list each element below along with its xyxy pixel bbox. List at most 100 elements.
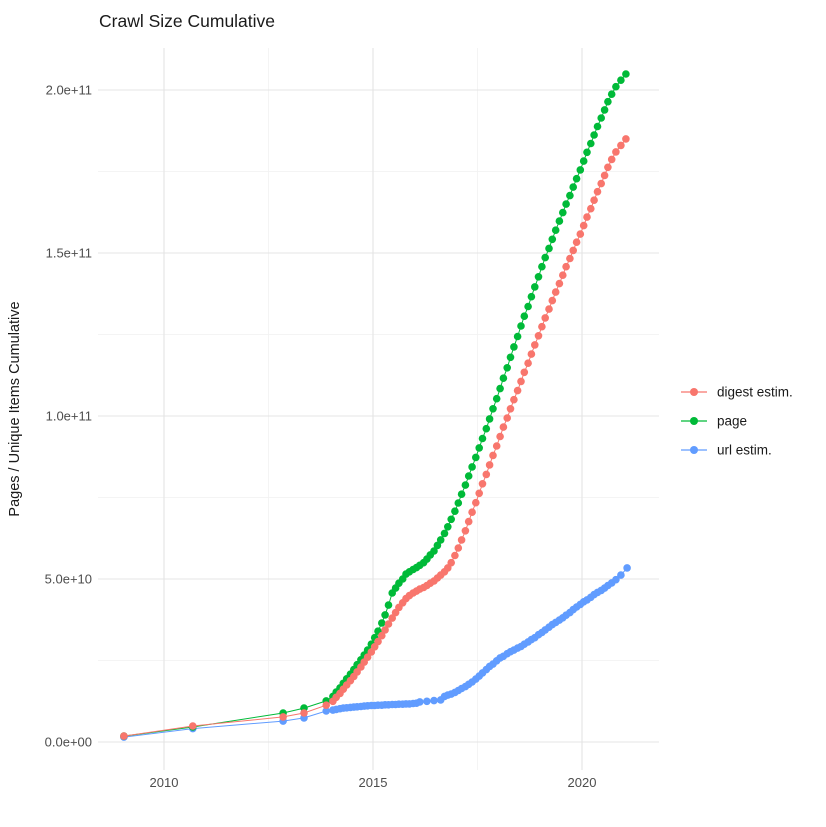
data-point-digest-estim [120,732,128,740]
data-point-page [572,174,581,183]
data-point-page [510,343,518,351]
data-point-page [444,523,452,531]
data-point-digest-estim [569,246,577,255]
data-point-digest-estim [464,517,473,526]
data-point-page [457,490,466,499]
data-point-page [576,166,585,174]
data-point-page [555,217,564,225]
data-point-page [604,97,612,106]
data-point-page [524,302,532,311]
legend-item-digest-estim: digest estim. [681,385,793,400]
data-point-page [472,453,480,462]
data-point-digest-estim [597,179,605,188]
data-point-url-estim [612,575,620,584]
data-point-page [527,292,536,301]
data-point-digest-estim [503,414,512,422]
legend-item-page: page [681,414,747,429]
data-point-page [579,157,588,165]
data-point-digest-estim [388,614,397,622]
data-point-page [464,472,473,480]
data-point-digest-estim [572,238,581,246]
data-point-page [607,90,616,98]
data-point-page [622,70,630,78]
data-point-page [440,529,449,538]
data-point-digest-estim [374,637,382,646]
data-point-page [485,415,494,423]
data-point-digest-estim [617,141,625,150]
series-page [120,70,630,740]
legend-label-url-estim: url estim. [717,443,772,458]
data-point-page [562,200,570,208]
data-point-digest-estim [468,508,476,516]
data-point-page [531,283,539,291]
data-point-digest-estim [384,620,393,628]
data-point-url-estim [322,707,331,715]
data-point-digest-estim [551,288,560,296]
y-tick-label: 5.0e+10 [45,572,92,587]
data-point-page [612,82,620,91]
legend: digest estim. page url estim. [681,385,793,458]
data-point-page [513,332,522,341]
data-point-digest-estim [562,262,570,271]
data-point-url-estim [430,696,438,705]
data-point-digest-estim [454,544,463,552]
data-point-digest-estim [583,213,591,221]
data-point-digest-estim [506,405,515,413]
data-point-page [482,424,491,433]
data-point-digest-estim [451,551,459,560]
data-point-digest-estim [524,359,532,368]
legend-key-dot-url-estim [690,446,698,454]
y-axis-tick-labels: 0.0e+00 5.0e+10 1.0e+11 1.5e+11 2.0e+11 [45,83,92,750]
data-point-page [492,394,501,403]
legend-label-digest-estim: digest estim. [717,385,793,400]
x-tick-label: 2020 [568,775,597,790]
data-point-digest-estim [517,377,525,386]
data-point-digest-estim [587,204,595,213]
data-point-digest-estim [527,350,536,358]
data-point-page [436,536,445,544]
gridlines-major [98,48,659,770]
data-point-page [496,384,504,393]
data-point-digest-estim [457,536,466,544]
data-point-page [468,463,476,471]
data-point-page [430,547,438,555]
data-point-page [517,322,525,330]
gridlines-minor [98,48,659,770]
data-point-digest-estim [531,341,539,349]
y-tick-label: 1.0e+11 [46,409,92,424]
data-point-digest-estim [485,461,494,469]
data-point-digest-estim [472,498,480,507]
legend-key-dot-page [690,417,698,425]
series-url-estim [120,564,631,741]
legend-label-page: page [717,414,747,429]
data-point-page [583,148,591,157]
data-point-digest-estim [510,395,518,404]
data-point-page [478,434,487,443]
data-point-digest-estim [189,722,197,730]
data-point-digest-estim [461,527,470,535]
data-point-digest-estim [604,163,612,172]
data-point-digest-estim [555,279,564,288]
data-point-page [475,444,484,452]
data-point-page [384,601,393,609]
data-point-page [569,183,577,191]
y-axis-title: Pages / Unique Items Cumulative [7,301,23,516]
data-point-digest-estim [499,423,508,431]
legend-item-url-estim: url estim. [681,443,772,458]
data-point-digest-estim [576,230,585,238]
data-point-digest-estim [381,626,389,634]
data-point-digest-estim [607,155,616,164]
data-point-digest-estim [520,368,529,377]
data-point-page [566,191,574,200]
data-point-page [381,611,389,619]
data-point-digest-estim [548,296,557,305]
data-point-digest-estim [300,709,308,717]
data-point-digest-estim [593,187,602,196]
x-tick-label: 2010 [150,775,179,790]
data-point-page [433,541,442,550]
data-point-digest-estim [534,332,543,340]
chart-title: Crawl Size Cumulative [99,11,275,31]
x-axis-tick-labels: 2010 2015 2020 [150,775,597,790]
